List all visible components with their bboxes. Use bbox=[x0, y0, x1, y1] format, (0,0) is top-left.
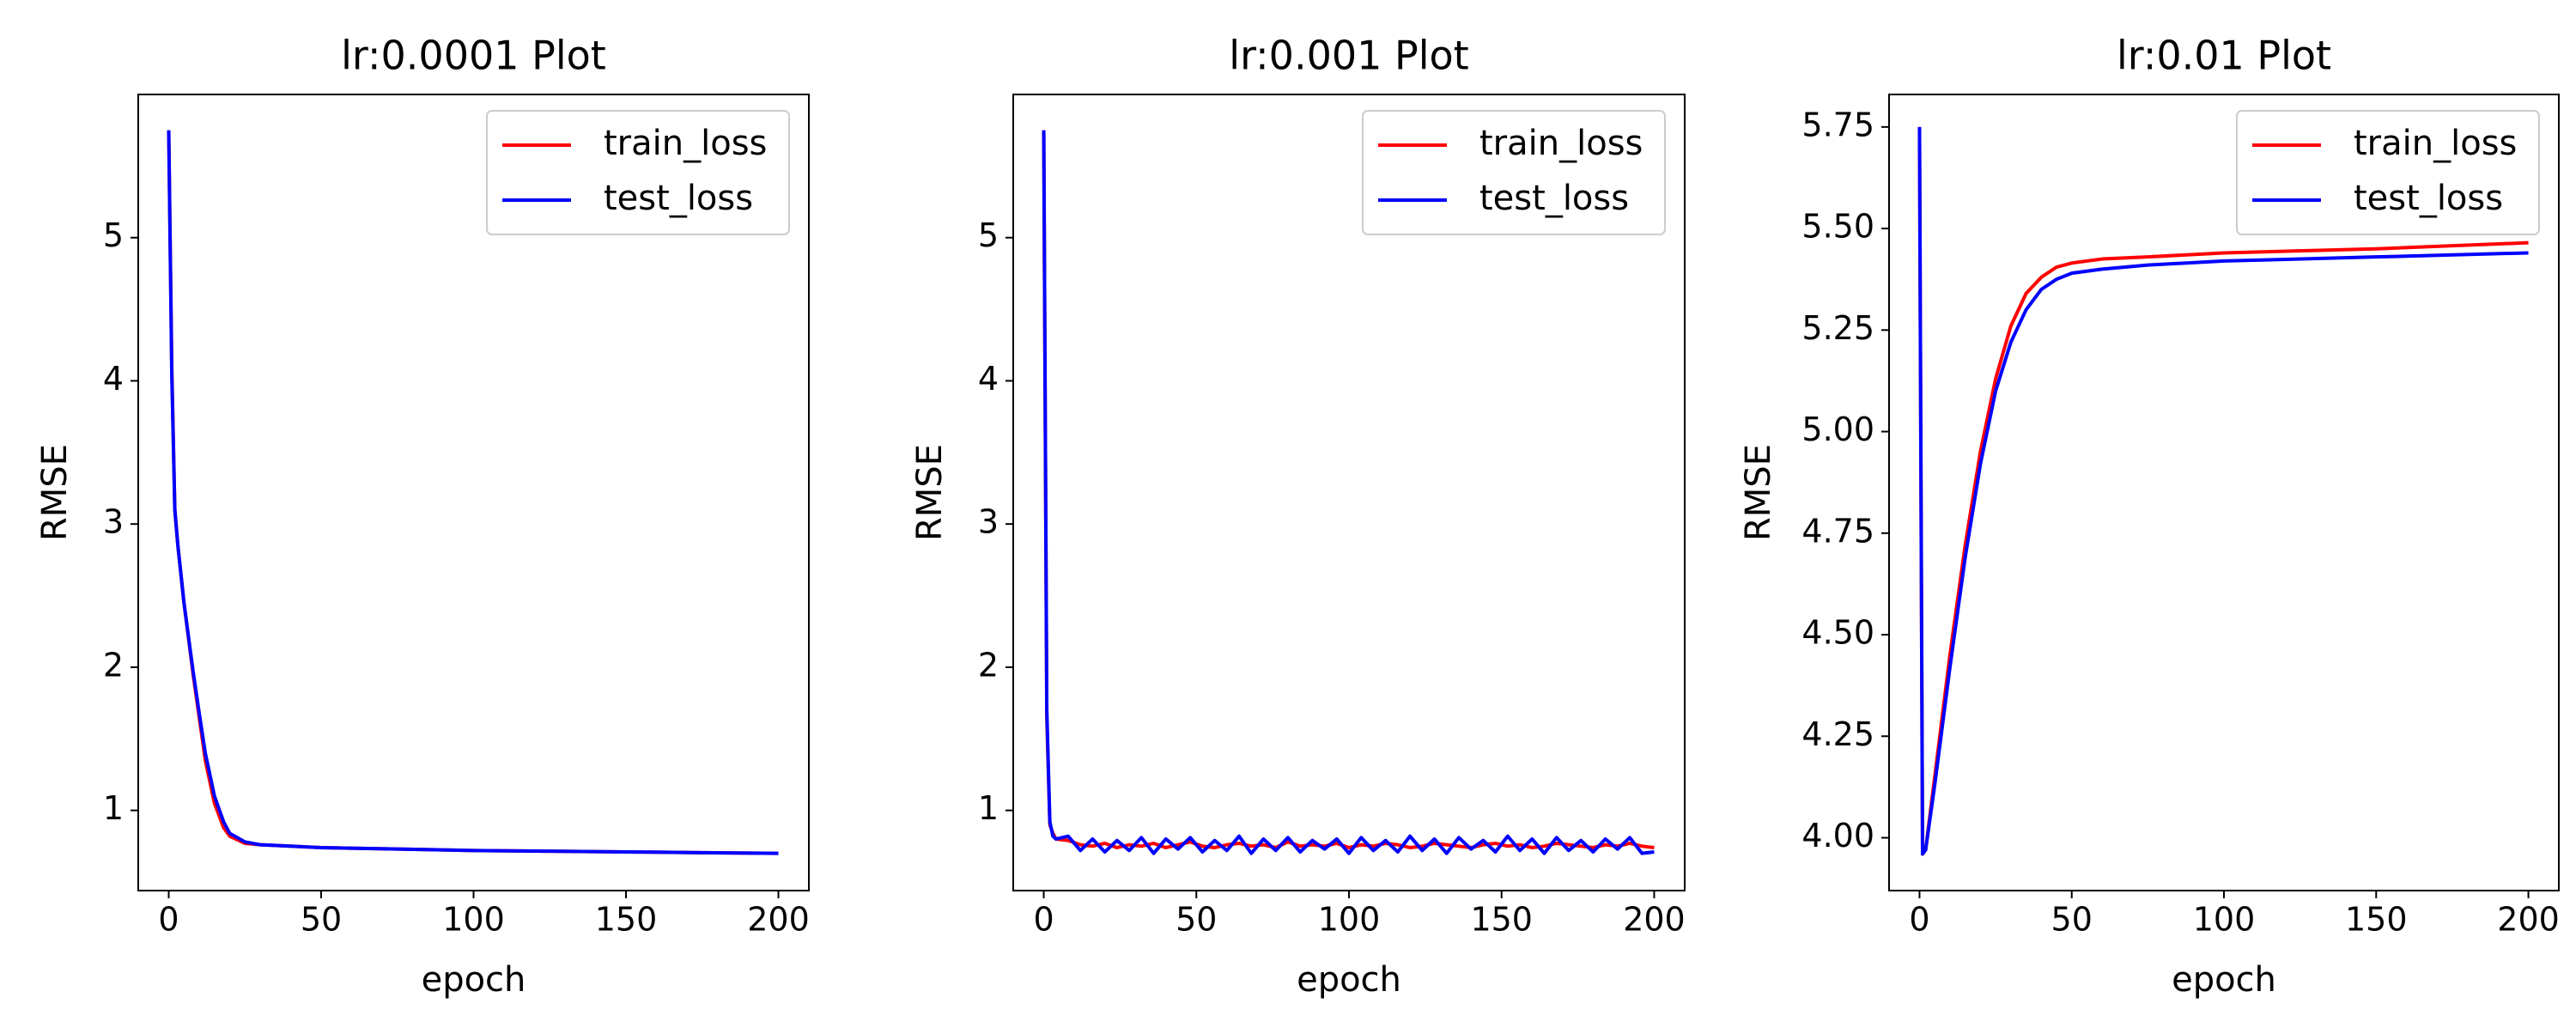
x-axis-label: epoch bbox=[422, 960, 526, 1000]
y-tick-label: 5.00 bbox=[1801, 411, 1874, 448]
y-tick-label: 2 bbox=[103, 646, 124, 684]
x-tick-label: 100 bbox=[2193, 901, 2256, 939]
x-tick-label: 150 bbox=[1470, 901, 1533, 939]
legend-box bbox=[1362, 110, 1666, 235]
x-tick-label: 150 bbox=[2345, 901, 2408, 939]
legend-label: test_loss bbox=[604, 179, 753, 218]
y-tick-label: 5 bbox=[978, 216, 999, 254]
y-tick-label: 2 bbox=[978, 646, 999, 684]
series-line bbox=[167, 130, 779, 855]
x-tick-label: 0 bbox=[1909, 901, 1929, 939]
x-tick-label: 200 bbox=[2497, 901, 2560, 939]
legend-label: train_loss bbox=[2354, 124, 2517, 163]
chart-title: lr:0.001 Plot bbox=[1229, 33, 1468, 79]
subplot: 0 50 100 150 200 4.00 4.25 4.50 4.75 5.00 5.25 5.50… bbox=[1739, 33, 2560, 1000]
legend-box bbox=[2236, 110, 2540, 235]
x-tick-label: 100 bbox=[1318, 901, 1381, 939]
x-tick-label: 150 bbox=[595, 901, 658, 939]
subplot: 0 50 100 150 200 1 2 3 4 5 lr:0.0001 Plot epoch RMSE… bbox=[35, 33, 810, 1000]
x-tick-label: 200 bbox=[747, 901, 810, 939]
y-tick-label: 4.00 bbox=[1801, 817, 1874, 855]
y-tick-label: 5 bbox=[103, 216, 124, 254]
y-tick-label: 4.75 bbox=[1801, 512, 1874, 550]
y-tick-label: 3 bbox=[103, 503, 124, 541]
series-line bbox=[1917, 126, 2529, 856]
series-line bbox=[1917, 126, 2529, 856]
x-tick-label: 50 bbox=[1176, 901, 1217, 939]
y-axis-label: RMSE bbox=[1739, 444, 1778, 541]
x-tick-label: 0 bbox=[1033, 901, 1054, 939]
x-tick-label: 0 bbox=[158, 901, 179, 939]
chart-title: lr:0.0001 Plot bbox=[341, 33, 606, 79]
x-tick-label: 50 bbox=[301, 901, 342, 939]
y-tick-label: 4 bbox=[978, 360, 999, 398]
subplot: 0 50 100 150 200 1 2 3 4 5 lr:0.001 Plot epoch RMSE t… bbox=[910, 33, 1686, 1000]
y-tick-label: 5.25 bbox=[1801, 309, 1874, 347]
y-axis-label: RMSE bbox=[35, 444, 75, 541]
x-tick-label: 100 bbox=[442, 901, 505, 939]
legend-label: train_loss bbox=[1479, 124, 1643, 163]
x-axis-label: epoch bbox=[1297, 960, 1401, 1000]
chart-title: lr:0.01 Plot bbox=[2117, 33, 2331, 79]
legend-label: test_loss bbox=[2354, 179, 2503, 218]
y-tick-label: 1 bbox=[103, 789, 124, 827]
legend-box bbox=[486, 110, 790, 235]
legend-label: train_loss bbox=[604, 124, 767, 163]
series-line bbox=[167, 130, 779, 855]
x-tick-label: 50 bbox=[2051, 901, 2093, 939]
y-tick-label: 5.50 bbox=[1801, 208, 1874, 246]
y-tick-label: 5.75 bbox=[1801, 106, 1874, 143]
y-tick-label: 4.50 bbox=[1801, 614, 1874, 652]
series-line bbox=[1042, 130, 1655, 849]
y-tick-label: 4 bbox=[103, 360, 124, 398]
y-axis-label: RMSE bbox=[910, 444, 950, 541]
series-line bbox=[1042, 130, 1655, 855]
x-axis-label: epoch bbox=[2172, 960, 2276, 1000]
y-tick-label: 1 bbox=[978, 789, 999, 827]
y-tick-label: 4.25 bbox=[1801, 715, 1874, 753]
y-tick-label: 3 bbox=[978, 503, 999, 541]
x-tick-label: 200 bbox=[1623, 901, 1686, 939]
legend-label: test_loss bbox=[1479, 179, 1629, 218]
